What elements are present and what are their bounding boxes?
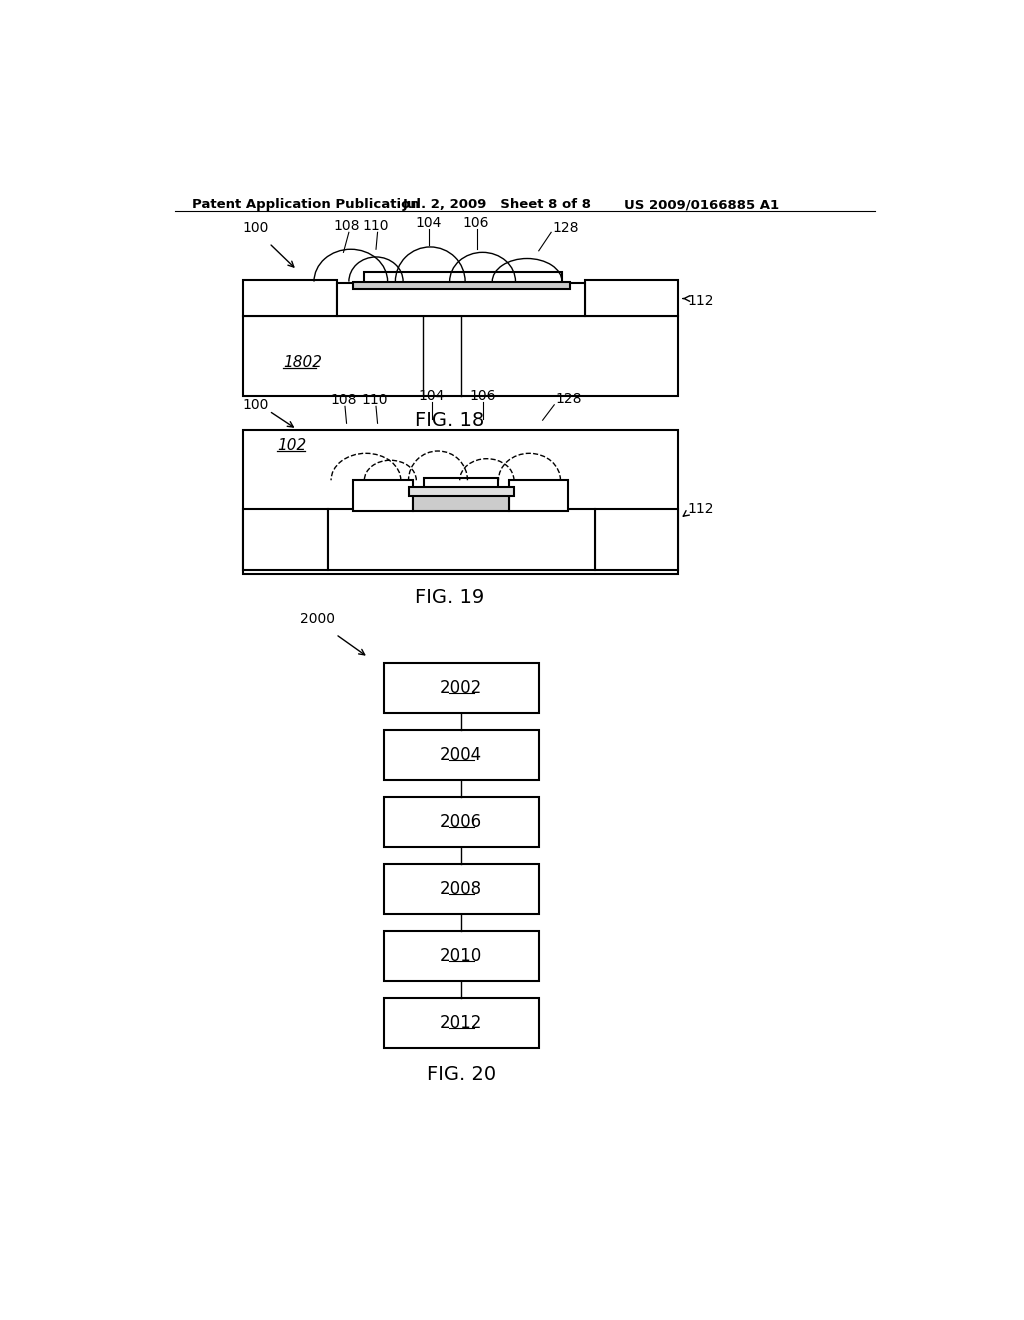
Bar (243, 430, 678, 574)
Bar (509, 480, 568, 511)
Bar (243, 317, 678, 396)
Text: FIG. 20: FIG. 20 (427, 1065, 496, 1084)
Text: 128: 128 (553, 220, 580, 235)
Text: 106: 106 (470, 388, 497, 403)
Text: 112: 112 (687, 502, 714, 516)
Text: 100: 100 (243, 397, 269, 412)
Bar (384, 931, 539, 981)
Bar (586, 280, 678, 317)
Bar (384, 863, 539, 913)
Bar (595, 508, 678, 570)
Bar (384, 797, 539, 847)
Text: 2004: 2004 (440, 746, 482, 764)
Bar (352, 281, 569, 289)
Text: 2002: 2002 (440, 678, 482, 697)
Text: Jul. 2, 2009   Sheet 8 of 8: Jul. 2, 2009 Sheet 8 of 8 (403, 198, 592, 211)
Text: 108: 108 (330, 393, 356, 407)
Text: 2000: 2000 (300, 612, 335, 626)
Text: 100: 100 (243, 220, 269, 235)
Text: 106: 106 (462, 216, 488, 230)
Text: 2006: 2006 (440, 813, 482, 830)
Text: 110: 110 (361, 393, 388, 407)
Bar (384, 730, 539, 780)
Bar (243, 508, 328, 570)
Text: 2010: 2010 (440, 946, 482, 965)
Bar (414, 490, 509, 511)
Text: 104: 104 (419, 388, 445, 403)
Bar (384, 663, 539, 713)
Text: Patent Application Publication: Patent Application Publication (191, 198, 419, 211)
Bar (328, 508, 595, 570)
Text: 1802: 1802 (283, 355, 322, 370)
Bar (365, 272, 562, 284)
Text: 110: 110 (362, 219, 389, 234)
Text: 2012: 2012 (440, 1014, 482, 1032)
Text: 102: 102 (276, 438, 306, 453)
Bar (243, 280, 337, 317)
Text: 112: 112 (687, 294, 714, 308)
Text: 2008: 2008 (440, 879, 482, 898)
Bar (384, 998, 539, 1048)
Bar (352, 480, 414, 511)
Text: 128: 128 (556, 392, 583, 405)
Text: 104: 104 (416, 216, 442, 230)
Text: US 2009/0166885 A1: US 2009/0166885 A1 (624, 198, 779, 211)
Bar (424, 478, 499, 490)
Text: 108: 108 (333, 219, 359, 234)
Text: FIG. 19: FIG. 19 (415, 589, 484, 607)
Bar (409, 487, 514, 496)
Bar (337, 284, 586, 317)
Text: FIG. 18: FIG. 18 (415, 411, 484, 430)
